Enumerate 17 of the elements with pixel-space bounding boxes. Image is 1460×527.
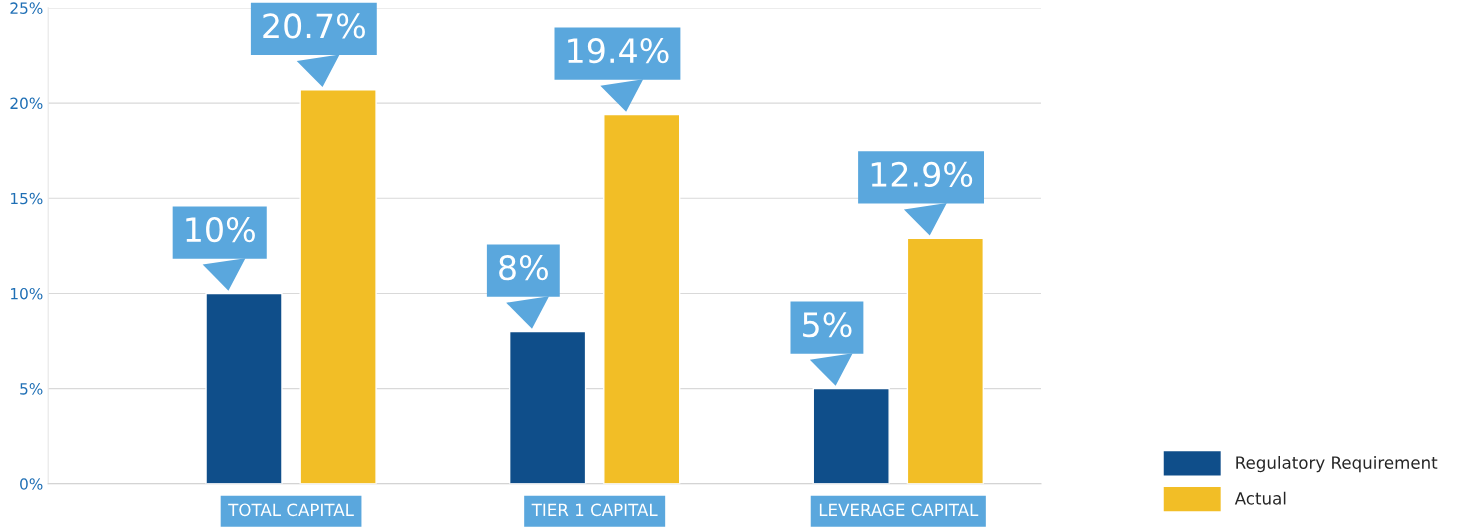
y-tick-label: 15%: [11, 192, 43, 205]
y-tick-label: 20%: [10, 97, 43, 110]
legend-label: Actual: [1234, 491, 1286, 505]
x-tick-label: TOTAL CAPITAL: [228, 503, 354, 517]
data-label: 5%: [803, 312, 852, 338]
x-tick-label: TIER 1 CAPITAL: [531, 503, 658, 517]
y-tick-label: 10%: [11, 287, 43, 300]
x-tick-label: LEVERAGE CAPITAL: [819, 503, 979, 517]
y-tick-label: 25%: [10, 2, 43, 14]
data-label: 10%: [186, 216, 255, 243]
data-label: 20.7%: [263, 13, 365, 39]
data-label: 19.4%: [568, 38, 669, 64]
data-label: 8%: [499, 255, 548, 281]
y-tick-label: 5%: [20, 383, 43, 395]
y-tick-label: 0%: [20, 478, 43, 490]
legend-label: Regulatory Requirement: [1236, 456, 1438, 473]
data-label: 12.9%: [871, 161, 973, 187]
